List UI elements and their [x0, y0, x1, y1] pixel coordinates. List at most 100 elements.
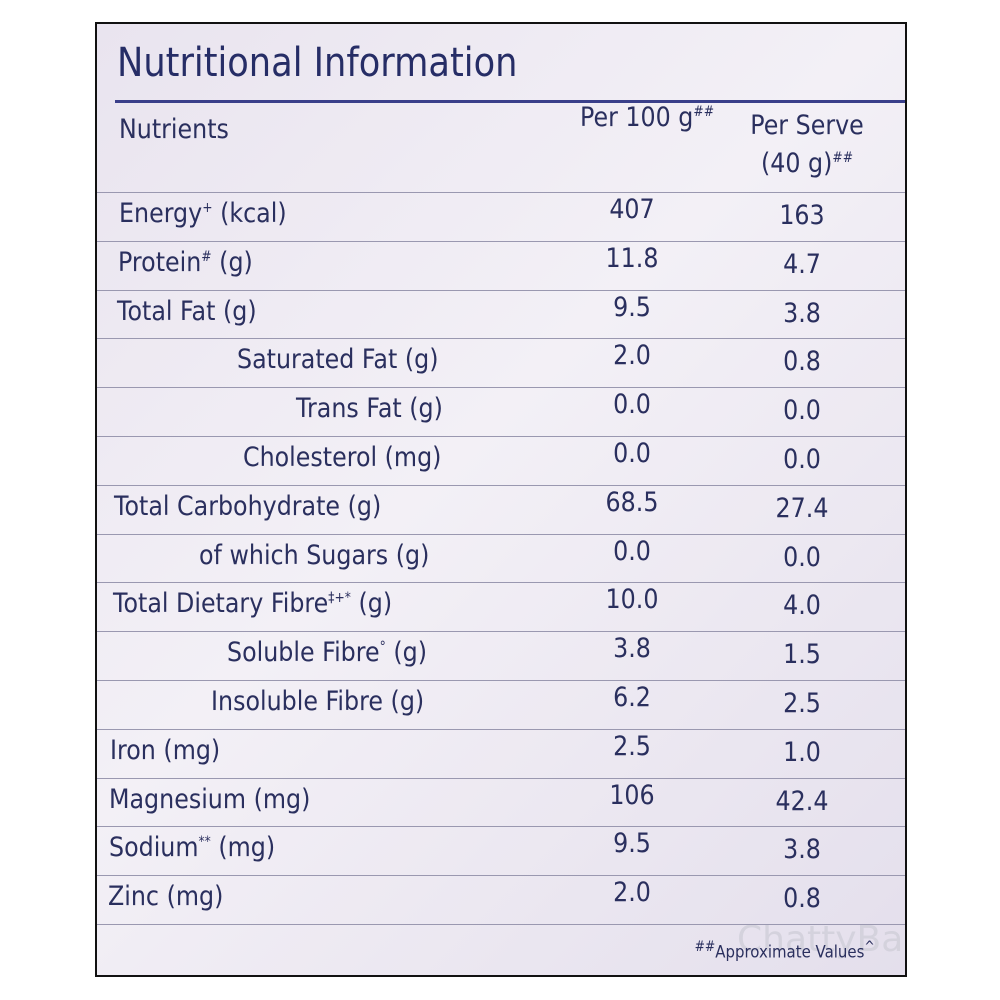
nutrient-label: Cholesterol — [243, 442, 378, 473]
per-serve-value: 4.7 — [783, 248, 821, 280]
per100-value: 9.5 — [613, 291, 651, 323]
nutrient-unit: (mg) — [253, 783, 311, 815]
title-rule — [115, 100, 905, 103]
nutrient-label: Insoluble Fibre — [211, 686, 383, 717]
per100-value: 2.5 — [613, 730, 651, 762]
nutrient-label: Saturated Fat — [236, 344, 397, 376]
row-divider — [97, 387, 905, 389]
header-nutrients: Nutrients — [119, 114, 229, 145]
row-divider — [97, 582, 905, 584]
per100-value: 6.2 — [613, 682, 651, 713]
header-per-serve: Per Serve (40 g)## — [723, 110, 890, 180]
nutrient-label: Sodium — [108, 832, 199, 864]
nutrient-name: Insoluble Fibre (g) — [211, 686, 424, 717]
footnote-text: Approximate Values — [715, 942, 865, 963]
row-divider — [97, 240, 905, 242]
nutrient-name: Trans Fat (g) — [296, 393, 443, 424]
header-per100-text: Per 100 g — [579, 102, 694, 133]
nutrient-unit: (g) — [358, 588, 392, 620]
row-divider — [97, 338, 905, 340]
footnote: ##Approximate Values^ — [695, 939, 875, 963]
nutrient-label: of which Sugars — [199, 539, 389, 571]
nutrient-name: Iron (mg) — [110, 735, 220, 766]
nutrient-name: Total Dietary Fibre‡+* (g) — [113, 588, 392, 619]
per100-value: 2.0 — [613, 877, 651, 909]
nutrient-unit: (g) — [223, 295, 257, 327]
nutrient-name: Soluble Fibre° (g) — [227, 637, 427, 668]
nutrient-mark: # — [201, 248, 212, 265]
nutrient-label: Total Fat — [117, 295, 216, 327]
header-per100: Per 100 g## — [563, 102, 730, 133]
row-divider — [97, 289, 905, 291]
nutrient-unit: (g) — [393, 637, 427, 669]
row-divider — [97, 777, 905, 779]
nutrient-label: Total Carbohydrate — [114, 490, 341, 522]
per-serve-value: 1.5 — [783, 639, 821, 671]
per100-value: 407 — [609, 194, 655, 225]
per-serve-value: 163 — [779, 200, 825, 231]
per-serve-value: 27.4 — [775, 492, 829, 524]
nutrient-name: Saturated Fat (g) — [237, 344, 438, 375]
row-divider — [97, 826, 905, 828]
header-per-serve-mark: ## — [832, 150, 854, 166]
row-divider — [97, 436, 905, 437]
per100-value: 0.0 — [613, 535, 651, 567]
row-divider — [97, 631, 905, 633]
nutrient-name: Cholesterol (mg) — [243, 442, 441, 473]
nutrient-unit: (mg) — [163, 734, 221, 766]
row-divider — [97, 484, 905, 486]
row-divider — [97, 924, 905, 925]
row-divider — [97, 875, 905, 877]
row-divider — [97, 192, 905, 193]
nutrient-unit: (g) — [347, 490, 382, 522]
nutrient-name: Sodium** (mg) — [109, 832, 275, 863]
per-serve-value: 3.8 — [783, 297, 821, 329]
per-serve-value: 0.0 — [783, 444, 821, 475]
nutrient-label: Total Dietary Fibre — [112, 588, 328, 620]
header-per-serve-line: Per Serve — [750, 110, 864, 141]
watermark: ChattyBao — [737, 919, 907, 960]
per100-value: 10.0 — [605, 584, 659, 616]
nutrient-unit: (g) — [409, 393, 443, 425]
nutrient-name: Total Carbohydrate (g) — [114, 491, 381, 522]
per100-value: 2.0 — [613, 340, 651, 372]
nutrient-label: Zinc — [107, 881, 159, 913]
per-serve-value: 0.0 — [783, 395, 821, 427]
nutrient-unit: (g) — [404, 344, 439, 376]
per100-value: 3.8 — [613, 633, 651, 665]
nutrient-unit: (g) — [390, 686, 425, 717]
nutrient-name: Magnesium (mg) — [109, 784, 310, 815]
row-divider — [97, 728, 905, 730]
per100-value: 11.8 — [605, 242, 659, 274]
footnote-mark: ## — [694, 939, 716, 955]
nutrient-unit: (mg) — [166, 881, 224, 913]
nutrient-name: Zinc (mg) — [108, 881, 223, 912]
per-serve-value: 0.8 — [783, 883, 821, 915]
label-panel: Nutritional Information ChattyBao Nutrie… — [95, 22, 907, 977]
per100-value: 106 — [609, 779, 655, 811]
per-serve-value: 0.8 — [783, 346, 821, 378]
nutrient-unit: (mg) — [217, 832, 275, 864]
row-divider — [97, 533, 905, 535]
nutrient-label: Iron — [110, 734, 157, 766]
row-divider — [97, 680, 905, 681]
nutrient-name: Protein# (g) — [118, 247, 253, 278]
nutrient-label: Trans Fat — [295, 393, 402, 425]
per-serve-value: 3.8 — [783, 834, 821, 866]
per-serve-value: 2.5 — [783, 688, 821, 719]
footnote-tail: ^ — [864, 939, 875, 955]
per100-value: 9.5 — [613, 828, 651, 860]
nutrient-label: Magnesium — [109, 783, 247, 815]
nutrient-unit: (g) — [396, 539, 430, 571]
nutrient-unit: (kcal) — [220, 198, 287, 229]
per100-value: 68.5 — [605, 486, 659, 518]
nutrient-mark: ° — [379, 639, 386, 656]
nutrient-mark: + — [202, 200, 213, 216]
nutrient-mark: ** — [198, 834, 211, 851]
nutrient-label: Soluble Fibre — [226, 637, 380, 669]
per-serve-value: 42.4 — [775, 785, 829, 817]
per100-value: 0.0 — [613, 389, 651, 421]
per-serve-value: 0.0 — [783, 541, 821, 573]
nutrient-label: Energy — [119, 198, 203, 229]
per-serve-value: 4.0 — [783, 590, 821, 622]
